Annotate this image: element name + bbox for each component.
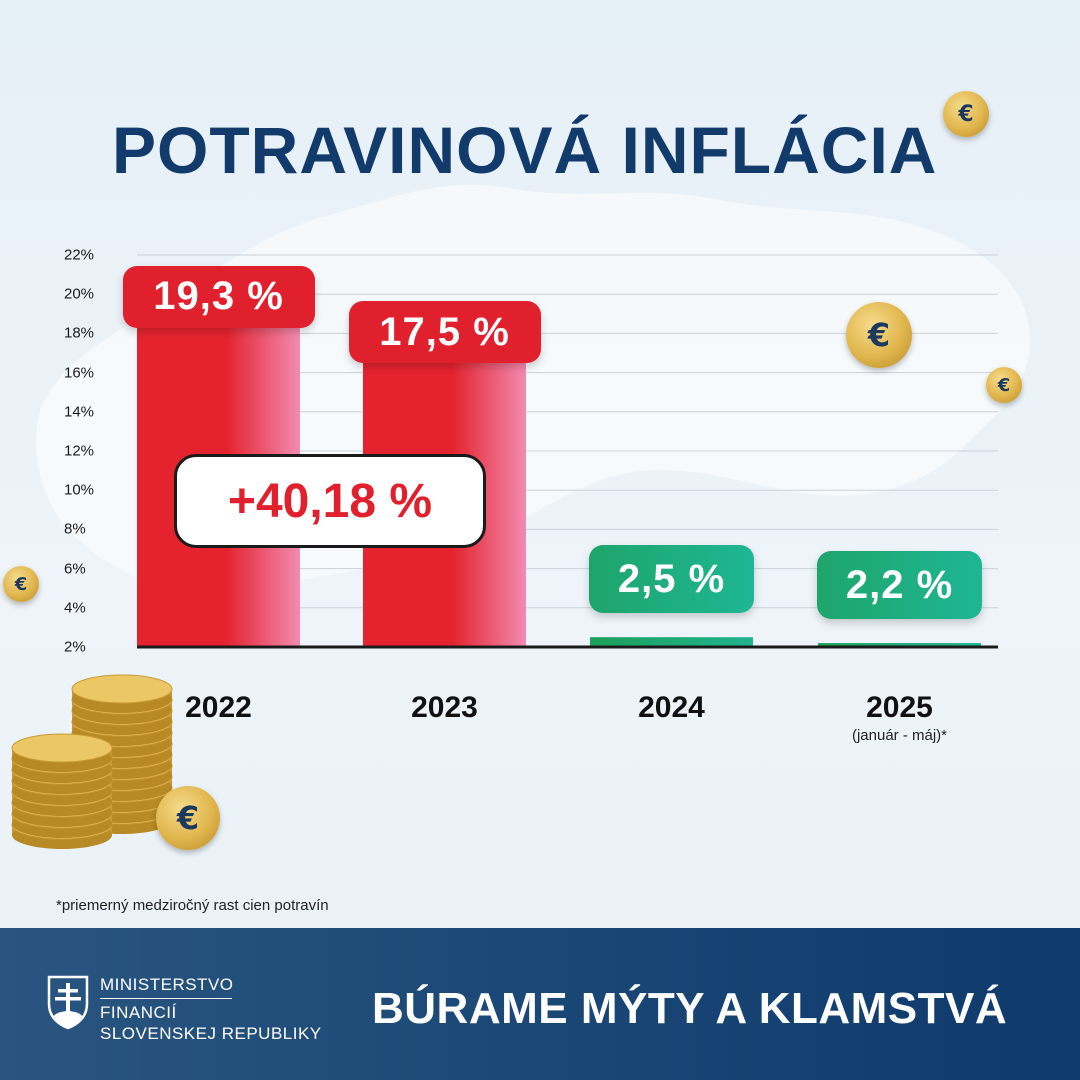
y-tick-label: 12% (64, 442, 95, 460)
y-tick-label: 8% (64, 520, 86, 538)
x-label-2024: 2024 (638, 691, 705, 724)
y-tick-label: 10% (64, 481, 95, 499)
euro-coin-icon: € (846, 302, 912, 368)
y-tick-label: 22% (64, 246, 95, 264)
ministry-logo-text: MINISTERSTVO FINANCIÍ SLOVENSKEJ REPUBLI… (100, 974, 322, 1044)
slovak-coat-of-arms-icon (47, 975, 89, 1030)
value-label-2025: 2,2 % (817, 551, 982, 620)
euro-coin-icon: € (986, 367, 1022, 403)
bar-2024 (590, 637, 753, 647)
coin-stack-icon (11, 674, 173, 849)
ministry-line-3: SLOVENSKEJ REPUBLIKY (100, 1024, 322, 1043)
footnote: *priemerný medziročný rast cien potravín (56, 897, 329, 914)
value-label-2022: 19,3 % (122, 265, 315, 328)
x-label-2025: 2025 (866, 691, 933, 724)
euro-coin-icon: € (3, 566, 39, 602)
y-tick-label: 16% (64, 364, 95, 382)
value-label-2024: 2,5 % (589, 545, 754, 614)
y-tick-label: 20% (64, 285, 95, 303)
y-tick-label: 2% (64, 638, 86, 656)
page-title: POTRAVINOVÁ INFLÁCIA (112, 113, 938, 187)
ministry-line-1: MINISTERSTVO (100, 974, 233, 999)
euro-coin-icon: € (156, 786, 220, 850)
cumulative-annotation: +40,18 % (174, 454, 486, 548)
value-label-2023: 17,5 % (348, 301, 541, 364)
y-tick-label: 6% (64, 560, 86, 578)
x-label-2022: 2022 (185, 691, 252, 724)
footer-bar: MINISTERSTVO FINANCIÍ SLOVENSKEJ REPUBLI… (0, 928, 1080, 1080)
x-sublabel-2025: (január - máj)* (851, 727, 948, 744)
x-label-2023: 2023 (411, 691, 478, 724)
bar-2025 (818, 643, 981, 647)
euro-coin-icon: € (943, 91, 989, 137)
y-tick-label: 4% (64, 599, 86, 617)
y-tick-label: 14% (64, 403, 95, 421)
slogan: BÚRAME MÝTY A KLAMSTVÁ (372, 984, 1008, 1033)
ministry-line-2: FINANCIÍ (100, 1003, 177, 1022)
y-tick-label: 18% (64, 324, 95, 342)
